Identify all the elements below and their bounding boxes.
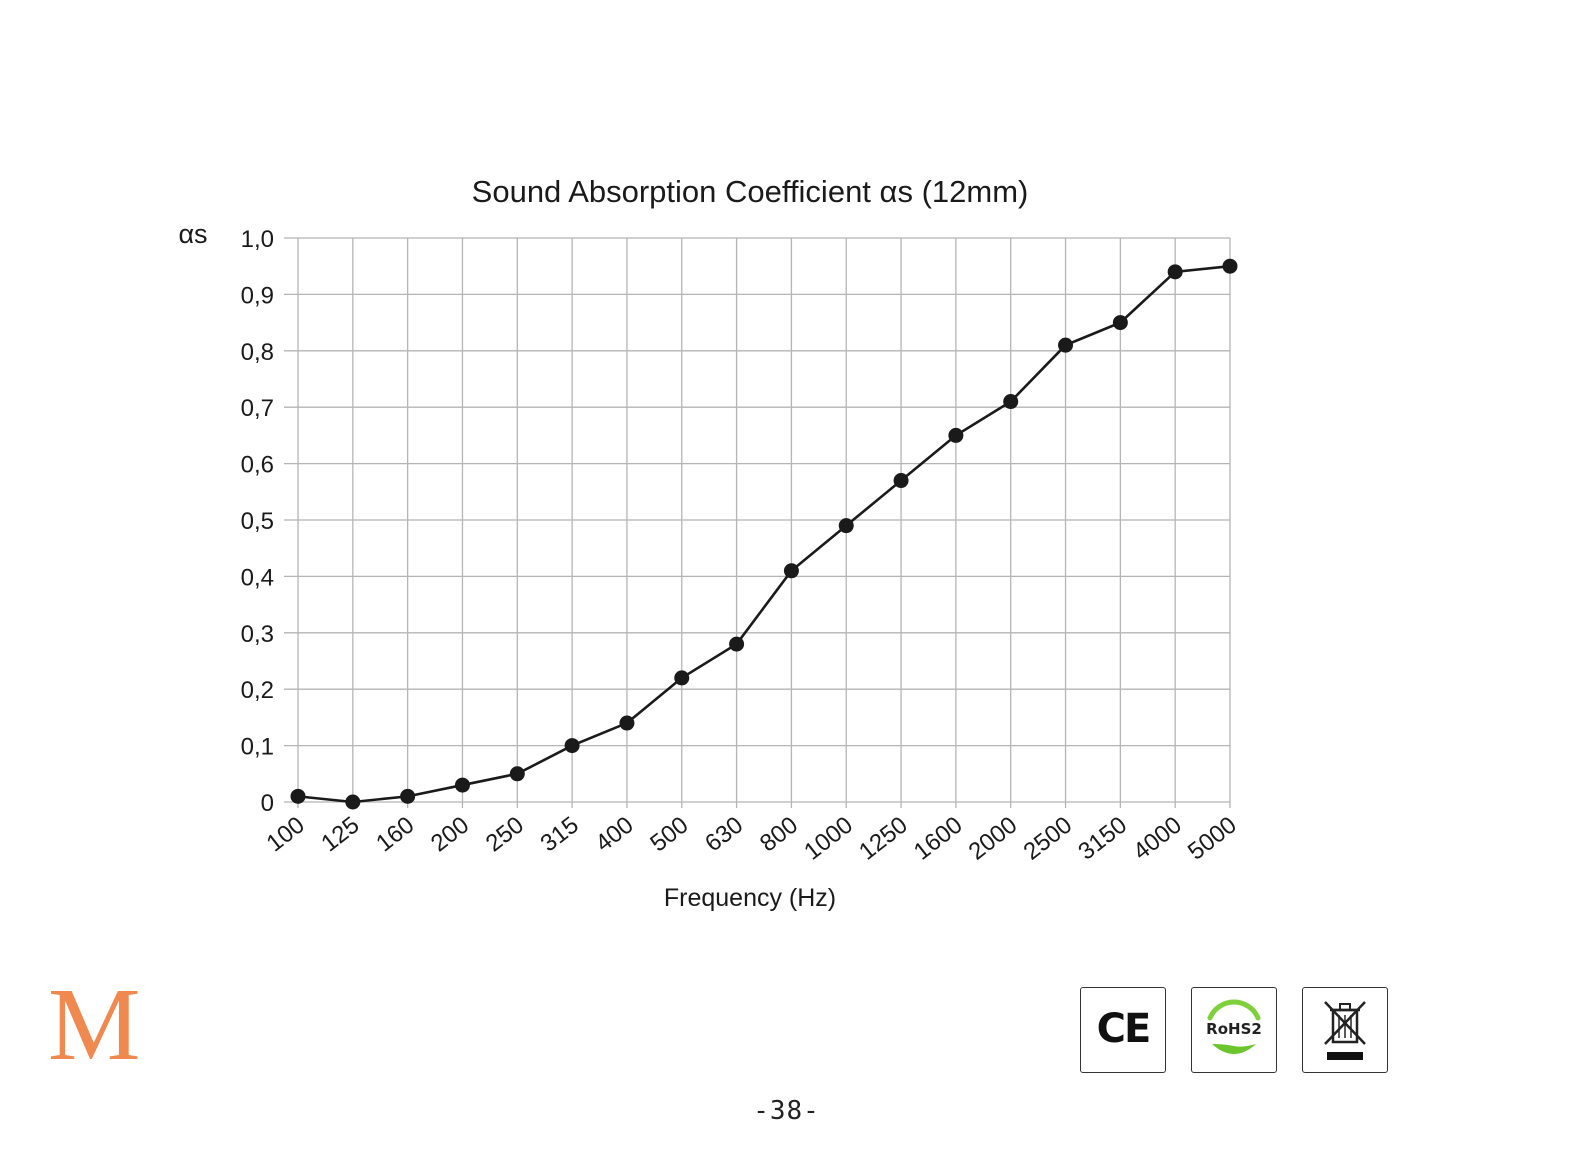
series-line (297, 264, 1231, 804)
chart-title: Sound Absorption Coefficient αs (12mm) (472, 174, 1029, 209)
brand-logo: M (48, 967, 141, 1082)
data-point (729, 636, 745, 652)
x-tick-label: 630 (700, 811, 748, 857)
data-point (783, 563, 799, 579)
page-number: -38- (753, 1096, 820, 1126)
x-tick-label: 800 (755, 811, 803, 857)
x-tick-labels: 100 125 160 200 250 315 400 500 630 8001000125016… (262, 811, 1242, 865)
x-tick-label: 1600 (909, 811, 968, 865)
y-tick-label: 0 (261, 790, 274, 817)
x-tick-label: 1000 (799, 811, 858, 865)
data-point (1003, 394, 1019, 410)
data-point (893, 473, 909, 489)
x-axis-label: Frequency (Hz) (664, 884, 836, 912)
x-tick-label: 2500 (1019, 811, 1078, 865)
data-point (1112, 315, 1128, 331)
x-tick-label: 500 (645, 811, 693, 857)
ce-label: CE (1096, 1006, 1152, 1052)
y-tick-label: 0,7 (241, 395, 274, 422)
data-point (290, 788, 306, 804)
y-axis-label: αs (178, 219, 207, 249)
data-point (838, 518, 854, 534)
x-tick-label: 315 (536, 811, 584, 857)
y-tick-label: 0,5 (241, 508, 274, 535)
y-tick-label: 0,4 (241, 564, 274, 591)
y-tick-label: 0,2 (241, 677, 274, 704)
x-tick-label: 100 (262, 811, 310, 857)
x-tick-label: 160 (371, 811, 419, 857)
data-point (400, 788, 416, 804)
data-point (564, 738, 580, 754)
x-tick-label: 400 (590, 811, 638, 857)
crossed-bin-icon (1324, 1001, 1366, 1060)
data-point (619, 715, 635, 731)
absorption-chart: Sound Absorption Coefficient αs (12mm) α… (178, 174, 1242, 912)
data-point (509, 766, 525, 782)
x-tick-label: 3150 (1073, 811, 1132, 865)
y-tick-labels: 0 0,1 0,2 0,3 0,4 0,5 0,6 0,7 0,8 0,9 1,0 (241, 226, 274, 817)
x-tick-label: 2000 (964, 811, 1023, 865)
chart-grid (284, 237, 1231, 808)
rohs-leaf-icon (1207, 999, 1261, 1054)
y-tick-label: 0,3 (241, 621, 274, 648)
weee-badge (1302, 987, 1388, 1073)
rohs-label: RoHS2 (1206, 1020, 1262, 1038)
data-point (454, 777, 470, 793)
y-tick-label: 0,9 (241, 282, 274, 309)
data-series (290, 258, 1238, 810)
y-tick-label: 1,0 (241, 226, 274, 253)
x-tick-label: 1250 (854, 811, 913, 865)
y-tick-label: 0,6 (241, 452, 274, 479)
x-tick-label: 250 (481, 811, 529, 857)
data-point (1167, 264, 1183, 280)
x-tick-label: 4000 (1128, 811, 1187, 865)
y-tick-label: 0,1 (241, 734, 274, 761)
ce-mark-icon: CE (1080, 987, 1166, 1073)
data-point (1222, 258, 1238, 274)
y-tick-label: 0,8 (241, 339, 274, 366)
data-point (1058, 337, 1074, 353)
x-tick-label: 200 (426, 811, 474, 857)
rohs-badge: RoHS2 (1191, 987, 1277, 1073)
data-point (345, 794, 361, 810)
data-point (674, 670, 690, 686)
x-tick-label: 125 (316, 811, 364, 857)
x-tick-label: 5000 (1183, 811, 1242, 865)
data-point (948, 427, 964, 443)
